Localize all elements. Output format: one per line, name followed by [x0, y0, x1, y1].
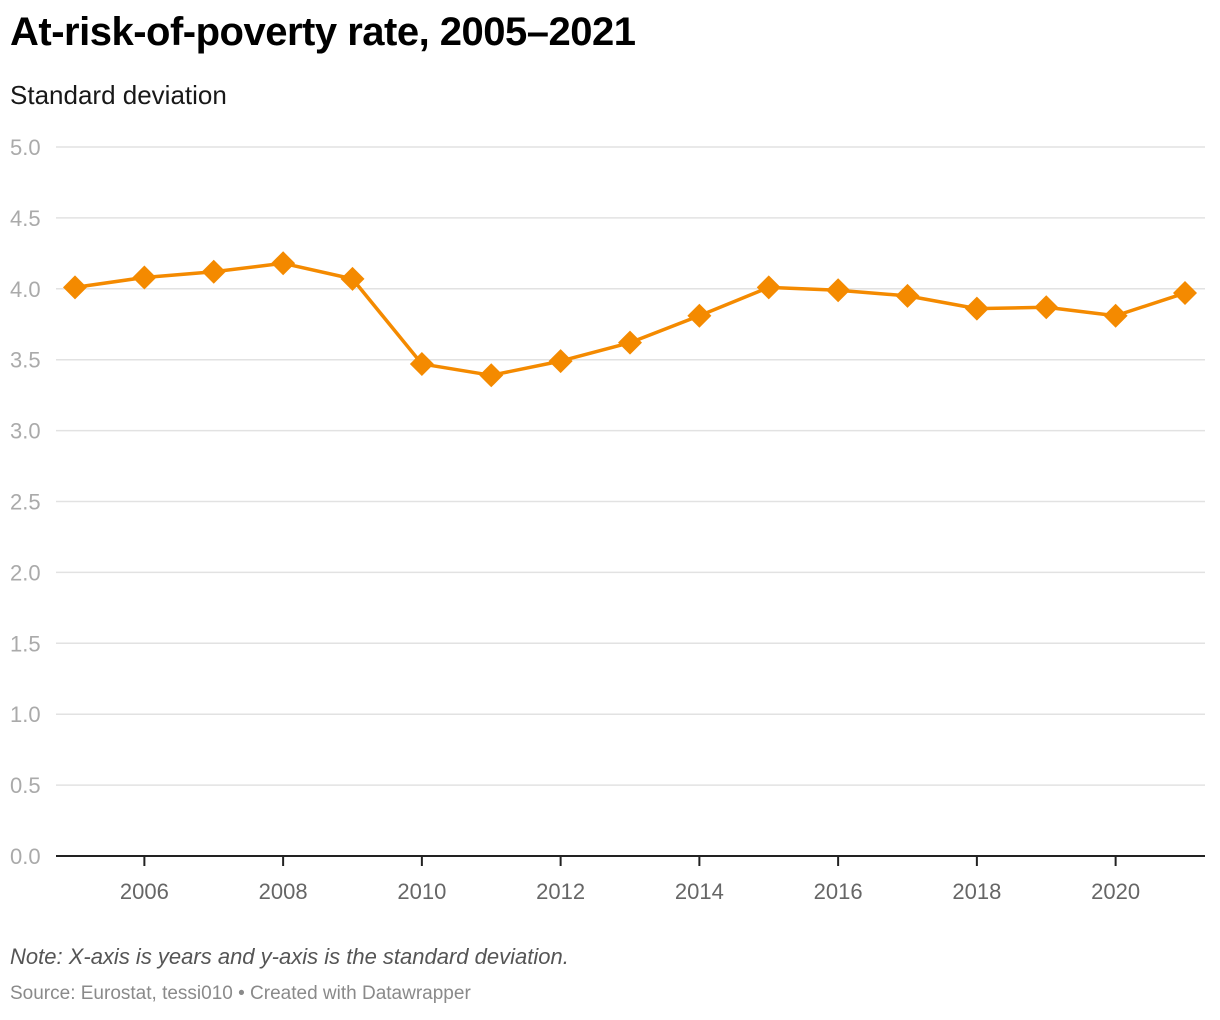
line-chart: 0.00.51.01.52.02.53.03.54.04.55.0 2006 20… [10, 135, 1205, 904]
x-axis: 2006 2008 2010 2012 2014 2016 2018 2020 [56, 855, 1205, 904]
x-tick-label: 2012 [536, 879, 585, 904]
x-tick-label: 2006 [120, 879, 169, 904]
x-tick-label: 2014 [675, 879, 724, 904]
gridlines [56, 146, 1205, 786]
data-point-marker [340, 266, 365, 291]
data-point-marker [1173, 281, 1197, 306]
y-tick-label: 1.5 [10, 631, 41, 656]
x-tick-label: 2016 [814, 879, 863, 904]
y-tick-label: 1.0 [10, 702, 41, 727]
series-line [74, 261, 1186, 378]
series-line-path [74, 261, 1186, 378]
chart-note: Note: X-axis is years and y-axis is the … [10, 944, 569, 969]
y-tick-label: 4.5 [10, 206, 41, 231]
data-point-marker [479, 363, 504, 388]
data-point-marker [687, 303, 712, 328]
data-point-marker [409, 351, 434, 376]
data-point-marker [756, 275, 781, 300]
data-point-marker [201, 259, 226, 284]
y-tick-label: 4.0 [10, 277, 41, 302]
data-point-marker [618, 330, 642, 355]
data-point-marker [132, 265, 157, 290]
data-point-marker [63, 275, 87, 300]
data-point-marker [548, 349, 573, 374]
chart-title: At-risk-of-poverty rate, 2005–2021 [10, 10, 636, 54]
data-point-marker [964, 296, 989, 321]
data-point-marker [271, 251, 296, 276]
y-tick-label: 3.0 [10, 419, 41, 444]
y-tick-label: 2.5 [10, 490, 41, 515]
y-tick-label: 0.0 [10, 844, 41, 869]
x-tick-label: 2008 [259, 879, 308, 904]
chart-source: Source: Eurostat, tessi010 • Created wit… [10, 983, 471, 1004]
data-point-marker [895, 283, 920, 308]
series-markers [63, 251, 1197, 388]
data-point-marker [826, 278, 851, 303]
y-axis-tick-labels: 0.0 0.5 1.0 1.5 2.0 2.5 3.0 3.5 4.0 4.5 5.0 [10, 135, 41, 869]
x-tick-label: 2020 [1091, 879, 1140, 904]
x-tick-label: 2018 [952, 879, 1001, 904]
chart-subtitle: Standard deviation [10, 80, 227, 110]
data-point-marker [1103, 303, 1128, 328]
x-tick-label: 2010 [397, 879, 446, 904]
y-tick-label: 5.0 [10, 135, 41, 160]
y-tick-label: 3.5 [10, 348, 41, 373]
y-tick-label: 2.0 [10, 560, 41, 585]
data-point-marker [1034, 295, 1059, 320]
y-tick-label: 0.5 [10, 773, 41, 798]
